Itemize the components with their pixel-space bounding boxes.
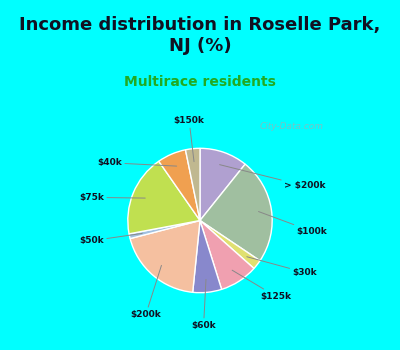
Text: $75k: $75k	[79, 193, 145, 202]
Wedge shape	[128, 161, 200, 234]
Text: $125k: $125k	[232, 270, 291, 301]
Text: Multirace residents: Multirace residents	[124, 75, 276, 89]
Text: > $200k: > $200k	[220, 164, 326, 190]
Text: $150k: $150k	[174, 117, 205, 162]
Wedge shape	[130, 220, 200, 292]
Wedge shape	[159, 150, 200, 220]
Text: $50k: $50k	[80, 233, 142, 245]
Wedge shape	[200, 220, 254, 289]
Wedge shape	[200, 220, 260, 268]
Text: $60k: $60k	[191, 279, 216, 330]
Text: Income distribution in Roselle Park,
NJ (%): Income distribution in Roselle Park, NJ …	[19, 16, 381, 55]
Text: City-Data.com: City-Data.com	[260, 122, 324, 131]
Text: $30k: $30k	[247, 257, 317, 277]
Wedge shape	[186, 148, 200, 220]
Text: $40k: $40k	[97, 158, 177, 167]
Wedge shape	[193, 220, 222, 293]
Wedge shape	[200, 148, 245, 220]
Text: $200k: $200k	[130, 265, 162, 319]
Text: $100k: $100k	[258, 211, 327, 236]
Wedge shape	[200, 164, 272, 261]
Wedge shape	[129, 220, 200, 239]
